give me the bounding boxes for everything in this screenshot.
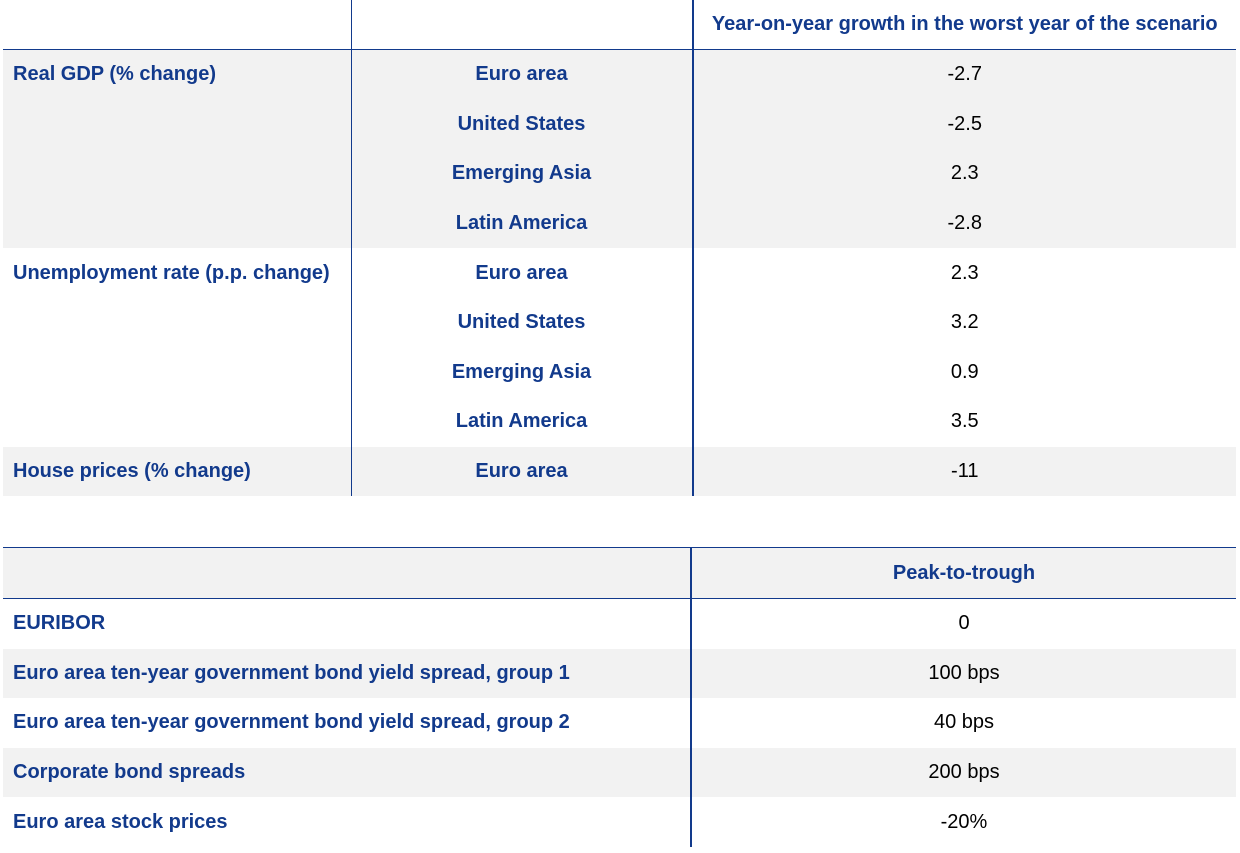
- header-peak-to-trough-cell: Peak-to-trough: [690, 547, 1236, 599]
- variable-cell: [3, 198, 351, 249]
- variable-cell: [3, 397, 351, 447]
- value-cell: 0.9: [691, 347, 1236, 398]
- header-variable-cell: [3, 547, 691, 599]
- variable-cell: Euro area stock prices: [13, 810, 228, 833]
- financial-shocks-table: Peak-to-trough EURIBOR 0 Euro area ten-yea…: [3, 547, 1236, 847]
- value-cell: -2.7: [691, 49, 1236, 100]
- table-header-row: Peak-to-trough: [3, 547, 1236, 599]
- region-cell: United States: [350, 297, 693, 348]
- table-row: Euro area stock prices -20%: [3, 797, 1236, 847]
- table-row: Real GDP (% change) Euro area -2.7: [3, 49, 1236, 100]
- value-cell: 2.3: [691, 248, 1236, 298]
- value-cell: 2.3: [691, 149, 1236, 199]
- region-cell: United States: [350, 99, 693, 150]
- variable-cell: [3, 348, 351, 398]
- table-row: Euro area ten-year government bond yield…: [3, 648, 1236, 699]
- variable-cell: Real GDP (% change): [3, 49, 351, 100]
- header-region-cell: [350, 0, 693, 50]
- value-cell: -11: [691, 446, 1236, 497]
- table-row: United States 3.2: [3, 297, 1236, 348]
- table-row: Latin America -2.8: [3, 198, 1236, 249]
- table-row: United States -2.5: [3, 99, 1236, 150]
- variable-cell: [3, 149, 351, 199]
- table-row: Corporate bond spreads 200 bps: [3, 747, 1236, 798]
- region-cell: Euro area: [350, 248, 693, 298]
- table-row: Unemployment rate (p.p. change) Euro area…: [3, 248, 1236, 298]
- region-cell: Latin America: [350, 397, 693, 447]
- variable-cell: [3, 99, 351, 150]
- value-cell: 100 bps: [690, 648, 1236, 699]
- variable-cell: [3, 298, 351, 348]
- variable-cell: Unemployment rate (p.p. change): [13, 261, 330, 284]
- table-row: Euro area ten-year government bond yield…: [3, 698, 1236, 748]
- variable-cell: Euro area ten-year government bond yield…: [3, 648, 691, 699]
- value-cell: 200 bps: [690, 747, 1236, 798]
- header-variable-cell: [3, 0, 351, 50]
- variable-cell: EURIBOR: [13, 612, 106, 635]
- region-cell: Euro area: [350, 446, 693, 497]
- region-cell: Emerging Asia: [350, 149, 693, 199]
- table-row: Emerging Asia 0.9: [3, 347, 1236, 398]
- variable-cell: Euro area ten-year government bond yield…: [13, 711, 570, 734]
- value-cell: -2.8: [691, 198, 1236, 249]
- region-cell: Latin America: [350, 198, 693, 249]
- table-header-row: Year-on-year growth in the worst year of…: [3, 0, 1236, 50]
- table-row: House prices (% change) Euro area -11: [3, 446, 1236, 497]
- table-row: Emerging Asia 2.3: [3, 149, 1236, 199]
- variable-cell: House prices (% change): [3, 446, 351, 497]
- value-cell: 40 bps: [690, 698, 1236, 748]
- region-cell: Euro area: [350, 49, 693, 100]
- variable-cell: Corporate bond spreads: [3, 747, 691, 798]
- region-cell: Emerging Asia: [350, 347, 693, 398]
- value-cell: 3.5: [691, 397, 1236, 447]
- value-cell: 3.2: [691, 297, 1236, 348]
- value-cell: -2.5: [691, 99, 1236, 150]
- table-row: EURIBOR 0: [3, 598, 1236, 649]
- value-cell: 0: [690, 598, 1236, 649]
- scenario-growth-table: Year-on-year growth in the worst year of…: [3, 0, 1236, 497]
- value-cell: -20%: [690, 797, 1236, 847]
- table-row: Latin America 3.5: [3, 397, 1236, 447]
- header-growth-cell: Year-on-year growth in the worst year of…: [691, 0, 1236, 50]
